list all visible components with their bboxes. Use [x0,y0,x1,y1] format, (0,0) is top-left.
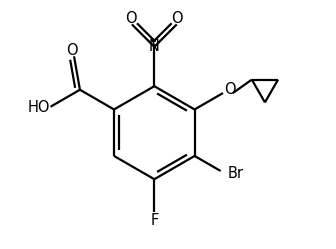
Text: HO: HO [28,100,50,115]
Text: N: N [149,39,160,54]
Text: O: O [67,43,78,58]
Text: O: O [171,11,183,26]
Text: O: O [126,11,137,26]
Text: F: F [150,213,159,228]
Text: O: O [224,82,236,97]
Text: Br: Br [228,166,244,181]
